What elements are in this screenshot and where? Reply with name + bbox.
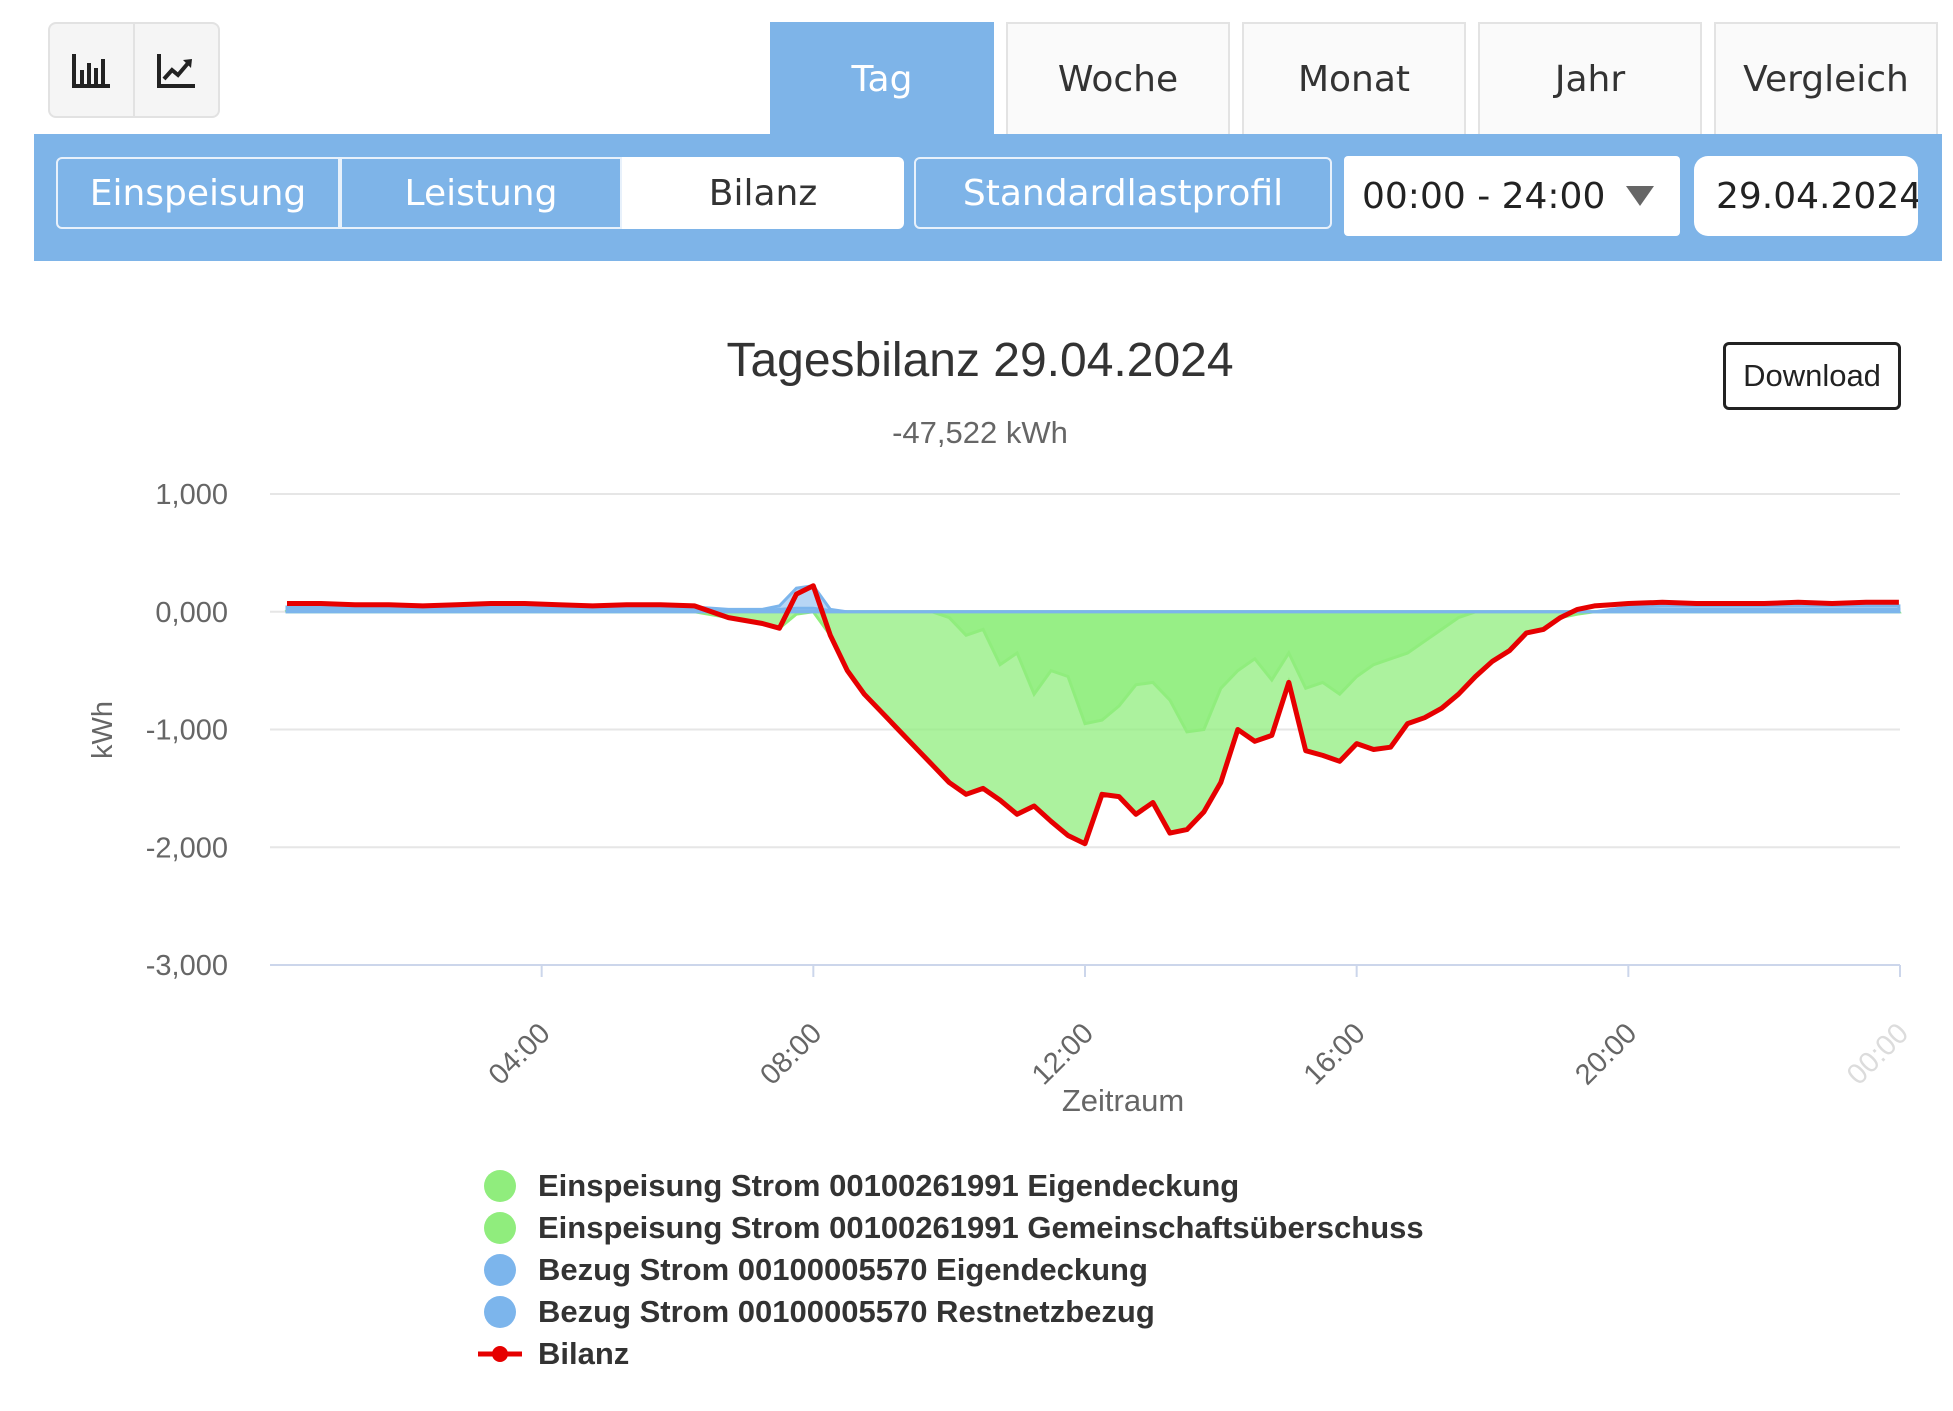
bar-chart-icon	[71, 54, 110, 88]
legend-item[interactable]: Einspeisung Strom 00100261991 Gemeinscha…	[478, 1207, 1424, 1249]
legend-label: Bezug Strom 00100005570 Restnetzbezug	[538, 1294, 1155, 1329]
chart-legend: Einspeisung Strom 00100261991 Eigendecku…	[478, 1165, 1424, 1375]
legend-label: Bezug Strom 00100005570 Eigendeckung	[538, 1252, 1148, 1287]
date-value: 29.04.2024	[1716, 175, 1918, 217]
y-tick-label: -1,000	[146, 715, 228, 747]
date-input[interactable]: 29.04.2024	[1694, 156, 1918, 236]
legend-dot-icon	[484, 1170, 516, 1202]
period-tabs: Tag Woche Monat Jahr Vergleich	[770, 22, 1938, 134]
tab-vergleich[interactable]: Vergleich	[1714, 22, 1938, 134]
series-area-3	[285, 606, 1901, 614]
standardlastprofil-button[interactable]: Standardlastprofil	[914, 157, 1332, 229]
x-tick-label: 16:00	[1298, 1017, 1372, 1091]
chart-subtitle: -47,522 kWh	[892, 415, 1068, 450]
legend-dot-icon	[484, 1296, 516, 1328]
chart-title: Tagesbilanz 29.04.2024	[726, 334, 1234, 387]
x-axis-labels: 04:00 08:00 12:00 16:00 20:00 00:00	[483, 965, 1915, 1091]
line-chart-icon	[156, 54, 195, 88]
chevron-down-icon	[1626, 186, 1654, 206]
mode-leistung-button[interactable]: Leistung	[340, 157, 622, 229]
mode-bilanz-button[interactable]: Bilanz	[622, 157, 904, 229]
download-button[interactable]: Download	[1723, 342, 1901, 410]
mode-einspeisung-button[interactable]: Einspeisung	[56, 157, 340, 229]
chart-type-toggle	[48, 22, 220, 118]
y-tick-label: -2,000	[146, 832, 228, 864]
bar-chart-button[interactable]	[50, 24, 133, 116]
line-chart-button[interactable]	[133, 24, 218, 116]
series-area-1	[284, 610, 1902, 734]
balance-chart: 1,000 0,000 -1,000 -2,000 -3,000 04:00 08:00 1…	[87, 479, 1915, 1118]
x-tick-label: 04:00	[483, 1017, 557, 1091]
legend-item[interactable]: Bezug Strom 00100005570 Eigendeckung	[478, 1249, 1424, 1291]
filter-bar: Einspeisung Leistung Bilanz Standardlast…	[34, 134, 1942, 261]
x-tick-label: 08:00	[754, 1017, 828, 1091]
legend-dot-icon	[484, 1254, 516, 1286]
legend-line-icon	[478, 1346, 522, 1362]
tab-monat[interactable]: Monat	[1242, 22, 1466, 134]
legend-label: Bilanz	[538, 1336, 630, 1371]
series-area-2	[285, 584, 1901, 614]
series-line-bilanz	[287, 583, 1899, 847]
y-tick-label: -3,000	[146, 950, 228, 982]
legend-label: Einspeisung Strom 00100261991 Eigendecku…	[538, 1168, 1240, 1203]
chart-lines	[287, 583, 1899, 847]
legend-label: Einspeisung Strom 00100261991 Gemeinscha…	[538, 1210, 1424, 1245]
x-axis-title: Zeitraum	[1062, 1083, 1184, 1118]
legend-item[interactable]: Einspeisung Strom 00100261991 Eigendecku…	[478, 1165, 1424, 1207]
x-tick-label: 00:00	[1841, 1017, 1915, 1091]
legend-item[interactable]: Bezug Strom 00100005570 Restnetzbezug	[478, 1291, 1424, 1333]
legend-item[interactable]: Bilanz	[478, 1333, 1424, 1375]
time-range-value: 00:00 - 24:00	[1362, 175, 1606, 217]
x-tick-label: 20:00	[1569, 1017, 1643, 1091]
legend-dot-icon	[484, 1212, 516, 1244]
y-tick-label: 1,000	[155, 479, 228, 511]
tab-woche[interactable]: Woche	[1006, 22, 1230, 134]
x-tick-label: 12:00	[1026, 1017, 1100, 1091]
tab-jahr[interactable]: Jahr	[1478, 22, 1702, 134]
y-axis-labels: 1,000 0,000 -1,000 -2,000 -3,000	[146, 479, 228, 982]
chart-areas	[284, 584, 1902, 846]
y-tick-label: 0,000	[155, 597, 228, 629]
y-axis-title: kWh	[87, 701, 119, 759]
tab-tag[interactable]: Tag	[770, 22, 994, 134]
time-range-select[interactable]: 00:00 - 24:00	[1344, 156, 1680, 236]
